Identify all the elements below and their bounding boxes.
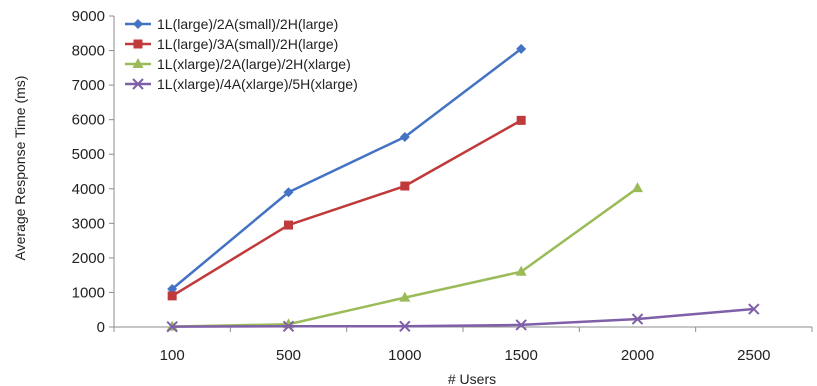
legend-entry: 1L(large)/3A(small)/2H(large) [125,36,338,52]
data-point [284,220,293,230]
legend-label: 1L(large)/2A(small)/2H(large) [157,16,338,32]
data-point [399,131,410,142]
y-tick-label: 5000 [72,146,105,163]
data-point [399,291,411,302]
data-point [515,265,527,276]
y-axis-label: Average Response Time (ms) [12,76,28,261]
y-tick-label: 2000 [72,250,105,267]
legend-entry: 1L(xlarge)/4A(xlarge)/5H(xlarge) [125,76,358,92]
x-tick-label: 100 [160,347,185,364]
legend-marker [133,39,143,49]
series-layer [166,43,760,333]
data-point [400,181,410,191]
series-line [171,47,522,290]
legend-entry: 1L(xlarge)/2A(large)/2H(xlarge) [125,56,351,72]
legend-label: 1L(xlarge)/2A(large)/2H(xlarge) [157,56,351,72]
legend-marker [133,19,143,29]
series-4 [166,303,760,333]
x-tick-label: 2500 [737,347,770,364]
data-point [167,291,177,301]
y-tick-label: 4000 [72,181,105,198]
y-tick-label: 9000 [72,8,105,25]
y-tick-label: 8000 [72,43,105,60]
x-tick-label: 2000 [621,347,654,364]
axes: 0 1000 2000 3000 4000 5000 6000 7000 8000 9000 100… [72,8,813,364]
legend-entry: 1L(large)/2A(small)/2H(large) [125,16,338,32]
data-point [516,115,526,125]
data-point [632,182,643,193]
data-point [631,313,644,325]
data-point [283,187,294,198]
y-tick-label: 3000 [72,215,105,232]
x-tick-label: 1000 [388,347,421,364]
legend: 1L(large)/2A(small)/2H(large) 1L(large)/3… [125,16,358,92]
y-tick-label: 1000 [72,284,105,301]
y-tick-label: 0 [97,319,105,336]
series-2 [167,115,526,301]
data-point [399,320,411,333]
legend-marker [132,58,144,68]
legend-label: 1L(large)/3A(small)/2H(large) [157,36,338,52]
data-point [515,319,527,331]
y-tick-label: 6000 [72,112,105,129]
data-point [748,303,760,315]
data-point [516,43,527,54]
x-axis-label: # Users [448,371,496,386]
data-point [282,320,295,333]
legend-label: 1L(xlarge)/4A(xlarge)/5H(xlarge) [157,76,358,92]
x-tick-label: 1500 [504,347,537,364]
x-tick-label: 500 [276,347,301,364]
legend-marker [132,78,144,90]
series-line [172,307,754,328]
data-point [166,320,178,333]
series-line [171,119,522,297]
y-tick-label: 7000 [72,77,105,94]
